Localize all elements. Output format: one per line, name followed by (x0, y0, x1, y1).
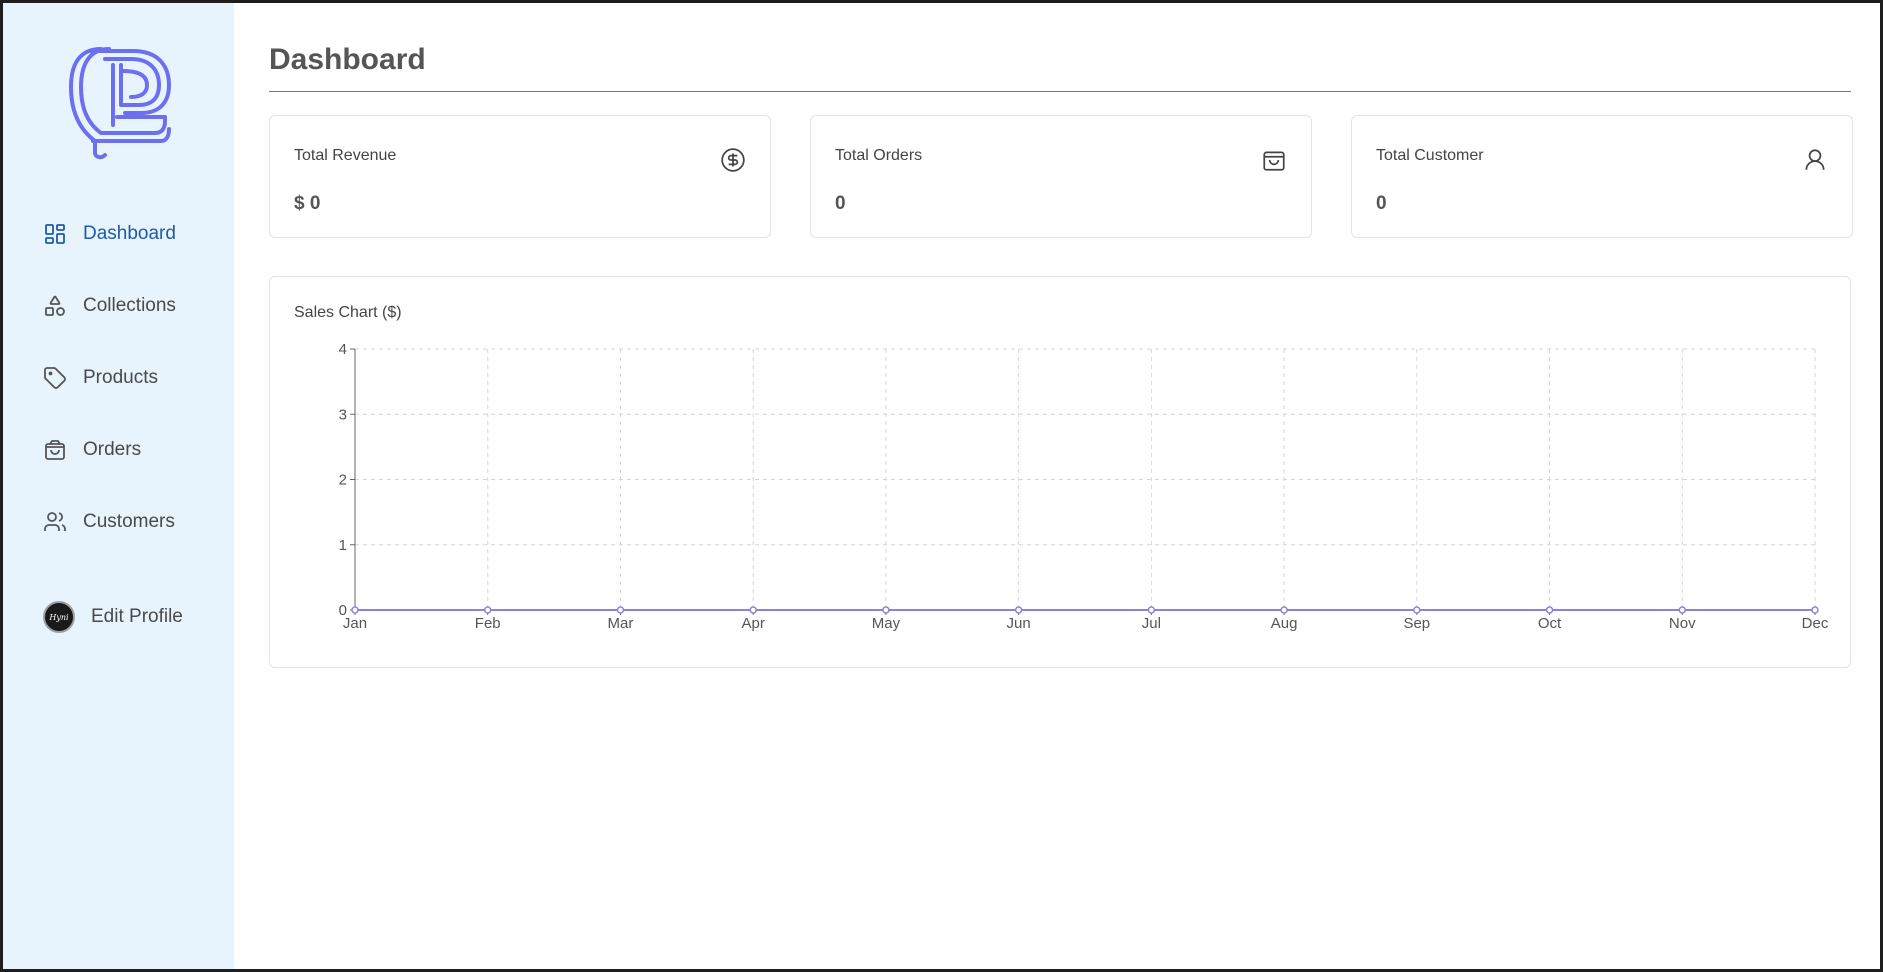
page-title: Dashboard (269, 43, 426, 77)
y-tick-label: 3 (339, 406, 347, 423)
tag-icon (43, 366, 67, 390)
data-point (1281, 607, 1287, 613)
nav-collections-label: Collections (83, 295, 176, 317)
x-tick-label: Jul (1142, 615, 1161, 632)
stat-label: Total Customer (1376, 147, 1484, 165)
avatar: Hyni (43, 601, 75, 633)
data-point (1414, 607, 1420, 613)
stat-card-revenue: Total Revenue $ 0 (269, 115, 771, 238)
x-tick-label: Jan (343, 615, 367, 632)
data-point (883, 607, 889, 613)
data-point (617, 607, 623, 613)
dollar-circle-icon (720, 147, 746, 173)
x-tick-label: Oct (1538, 615, 1562, 632)
nav-products-label: Products (83, 367, 158, 389)
shopping-bag-icon (1261, 147, 1287, 173)
stat-label: Total Revenue (294, 147, 396, 165)
shapes-icon (43, 294, 67, 318)
x-tick-label: Sep (1403, 615, 1430, 632)
x-tick-label: May (872, 615, 901, 632)
nav-edit-profile[interactable]: Hyni Edit Profile (43, 599, 183, 635)
app-window: Dashboard Collections Products (3, 3, 1880, 969)
x-tick-label: Nov (1669, 615, 1696, 632)
sidebar: Dashboard Collections Products (3, 3, 234, 969)
y-tick-label: 4 (339, 341, 347, 358)
stat-value: $ 0 (294, 193, 320, 215)
dashboard-icon (43, 222, 67, 246)
nav-products[interactable]: Products (43, 360, 158, 396)
data-point (1016, 607, 1022, 613)
y-tick-label: 1 (339, 537, 347, 554)
nav-dashboard[interactable]: Dashboard (43, 216, 176, 252)
nav-orders[interactable]: Orders (43, 432, 141, 468)
x-tick-label: Mar (608, 615, 634, 632)
x-tick-label: Jun (1007, 615, 1031, 632)
data-point (1547, 607, 1553, 613)
data-point (352, 607, 358, 613)
nav-customers[interactable]: Customers (43, 504, 175, 540)
x-tick-label: Feb (475, 615, 501, 632)
data-point (750, 607, 756, 613)
nav-customers-label: Customers (83, 511, 175, 533)
user-icon (1802, 147, 1828, 173)
nav-orders-label: Orders (83, 439, 141, 461)
sales-chart-card: Sales Chart ($) 0 1 2 3 4 Jan Feb Mar Apr May Jun J… (269, 276, 1851, 668)
nav-dashboard-label: Dashboard (83, 223, 176, 245)
x-tick-label: Aug (1271, 615, 1298, 632)
nav-collections[interactable]: Collections (43, 288, 176, 324)
stat-value: 0 (1376, 193, 1387, 215)
stat-card-customers: Total Customer 0 (1351, 115, 1853, 238)
data-point (1679, 607, 1685, 613)
x-tick-label: Dec (1802, 615, 1829, 632)
users-icon (43, 510, 67, 534)
shopping-bag-icon (43, 438, 67, 462)
stat-card-orders: Total Orders 0 (810, 115, 1312, 238)
stat-label: Total Orders (835, 147, 922, 165)
y-tick-label: 2 (339, 472, 347, 489)
title-divider (269, 91, 1851, 92)
edit-profile-label: Edit Profile (91, 606, 183, 628)
data-point (485, 607, 491, 613)
data-point (1148, 607, 1154, 613)
stat-value: 0 (835, 193, 846, 215)
data-point (1812, 607, 1818, 613)
x-tick-label: Apr (742, 615, 765, 632)
brand-logo[interactable] (65, 41, 175, 161)
